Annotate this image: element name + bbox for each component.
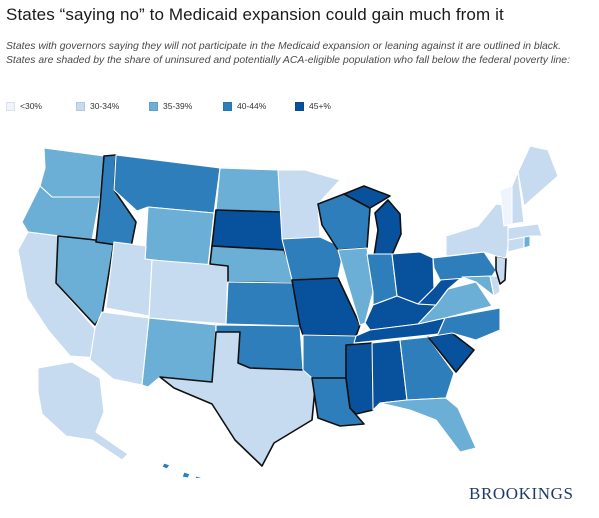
state-florida[interactable] (379, 397, 477, 453)
state-iowa[interactable] (281, 236, 345, 281)
state-washington[interactable] (39, 147, 105, 198)
legend-swatch (223, 101, 232, 111)
legend-swatch (76, 101, 85, 111)
legend-label: 35-39% (163, 101, 193, 111)
legend-label: 45+% (309, 101, 331, 111)
state-new-york[interactable] (445, 203, 509, 259)
legend-swatch (6, 101, 15, 111)
us-states-map (17, 145, 559, 478)
legend-item: 30-34% (76, 100, 119, 112)
state-utah[interactable] (105, 241, 153, 317)
state-hawaii-island[interactable] (181, 471, 191, 478)
state-michigan[interactable] (373, 199, 402, 257)
legend-label: <30% (20, 101, 42, 111)
state-new-mexico[interactable] (141, 317, 217, 388)
state-colorado[interactable] (148, 259, 229, 325)
state-texas[interactable] (159, 331, 317, 467)
state-south-dakota[interactable] (211, 209, 285, 251)
state-new-hampshire[interactable] (511, 171, 525, 225)
state-rhode-island[interactable] (523, 235, 531, 249)
legend-item: 35-39% (149, 100, 192, 112)
state-hawaii-island[interactable] (194, 475, 204, 478)
state-north-carolina[interactable] (427, 307, 501, 341)
legend-item: 45+% (295, 100, 331, 112)
legend-item: <30% (6, 100, 42, 112)
state-michigan-upper[interactable] (343, 185, 391, 209)
state-north-dakota[interactable] (215, 167, 285, 213)
legend-item: 40-44% (223, 100, 266, 112)
legend: <30% 30-34% 35-39% 40-44% 45+% (6, 100, 586, 112)
state-montana[interactable] (113, 154, 221, 214)
state-arizona[interactable] (89, 311, 150, 386)
legend-swatch (295, 101, 304, 111)
state-hawaii-island[interactable] (161, 462, 171, 470)
state-delaware[interactable] (489, 275, 501, 297)
legend-label: 40-44% (237, 101, 267, 111)
state-massachusetts[interactable] (507, 223, 543, 241)
page-title: States “saying no” to Medicaid expansion… (6, 5, 504, 24)
state-kansas[interactable] (225, 281, 301, 327)
legend-swatch (149, 101, 158, 111)
state-alaska[interactable] (37, 361, 129, 461)
legend-label: 30-34% (90, 101, 120, 111)
map-subtitle: States with governors saying they will n… (6, 41, 570, 66)
state-georgia[interactable] (399, 336, 455, 401)
state-wyoming[interactable] (144, 206, 215, 267)
state-maine[interactable] (517, 145, 559, 207)
brookings-logo: BROOKINGS (469, 484, 574, 503)
state-mississippi[interactable] (345, 342, 374, 415)
